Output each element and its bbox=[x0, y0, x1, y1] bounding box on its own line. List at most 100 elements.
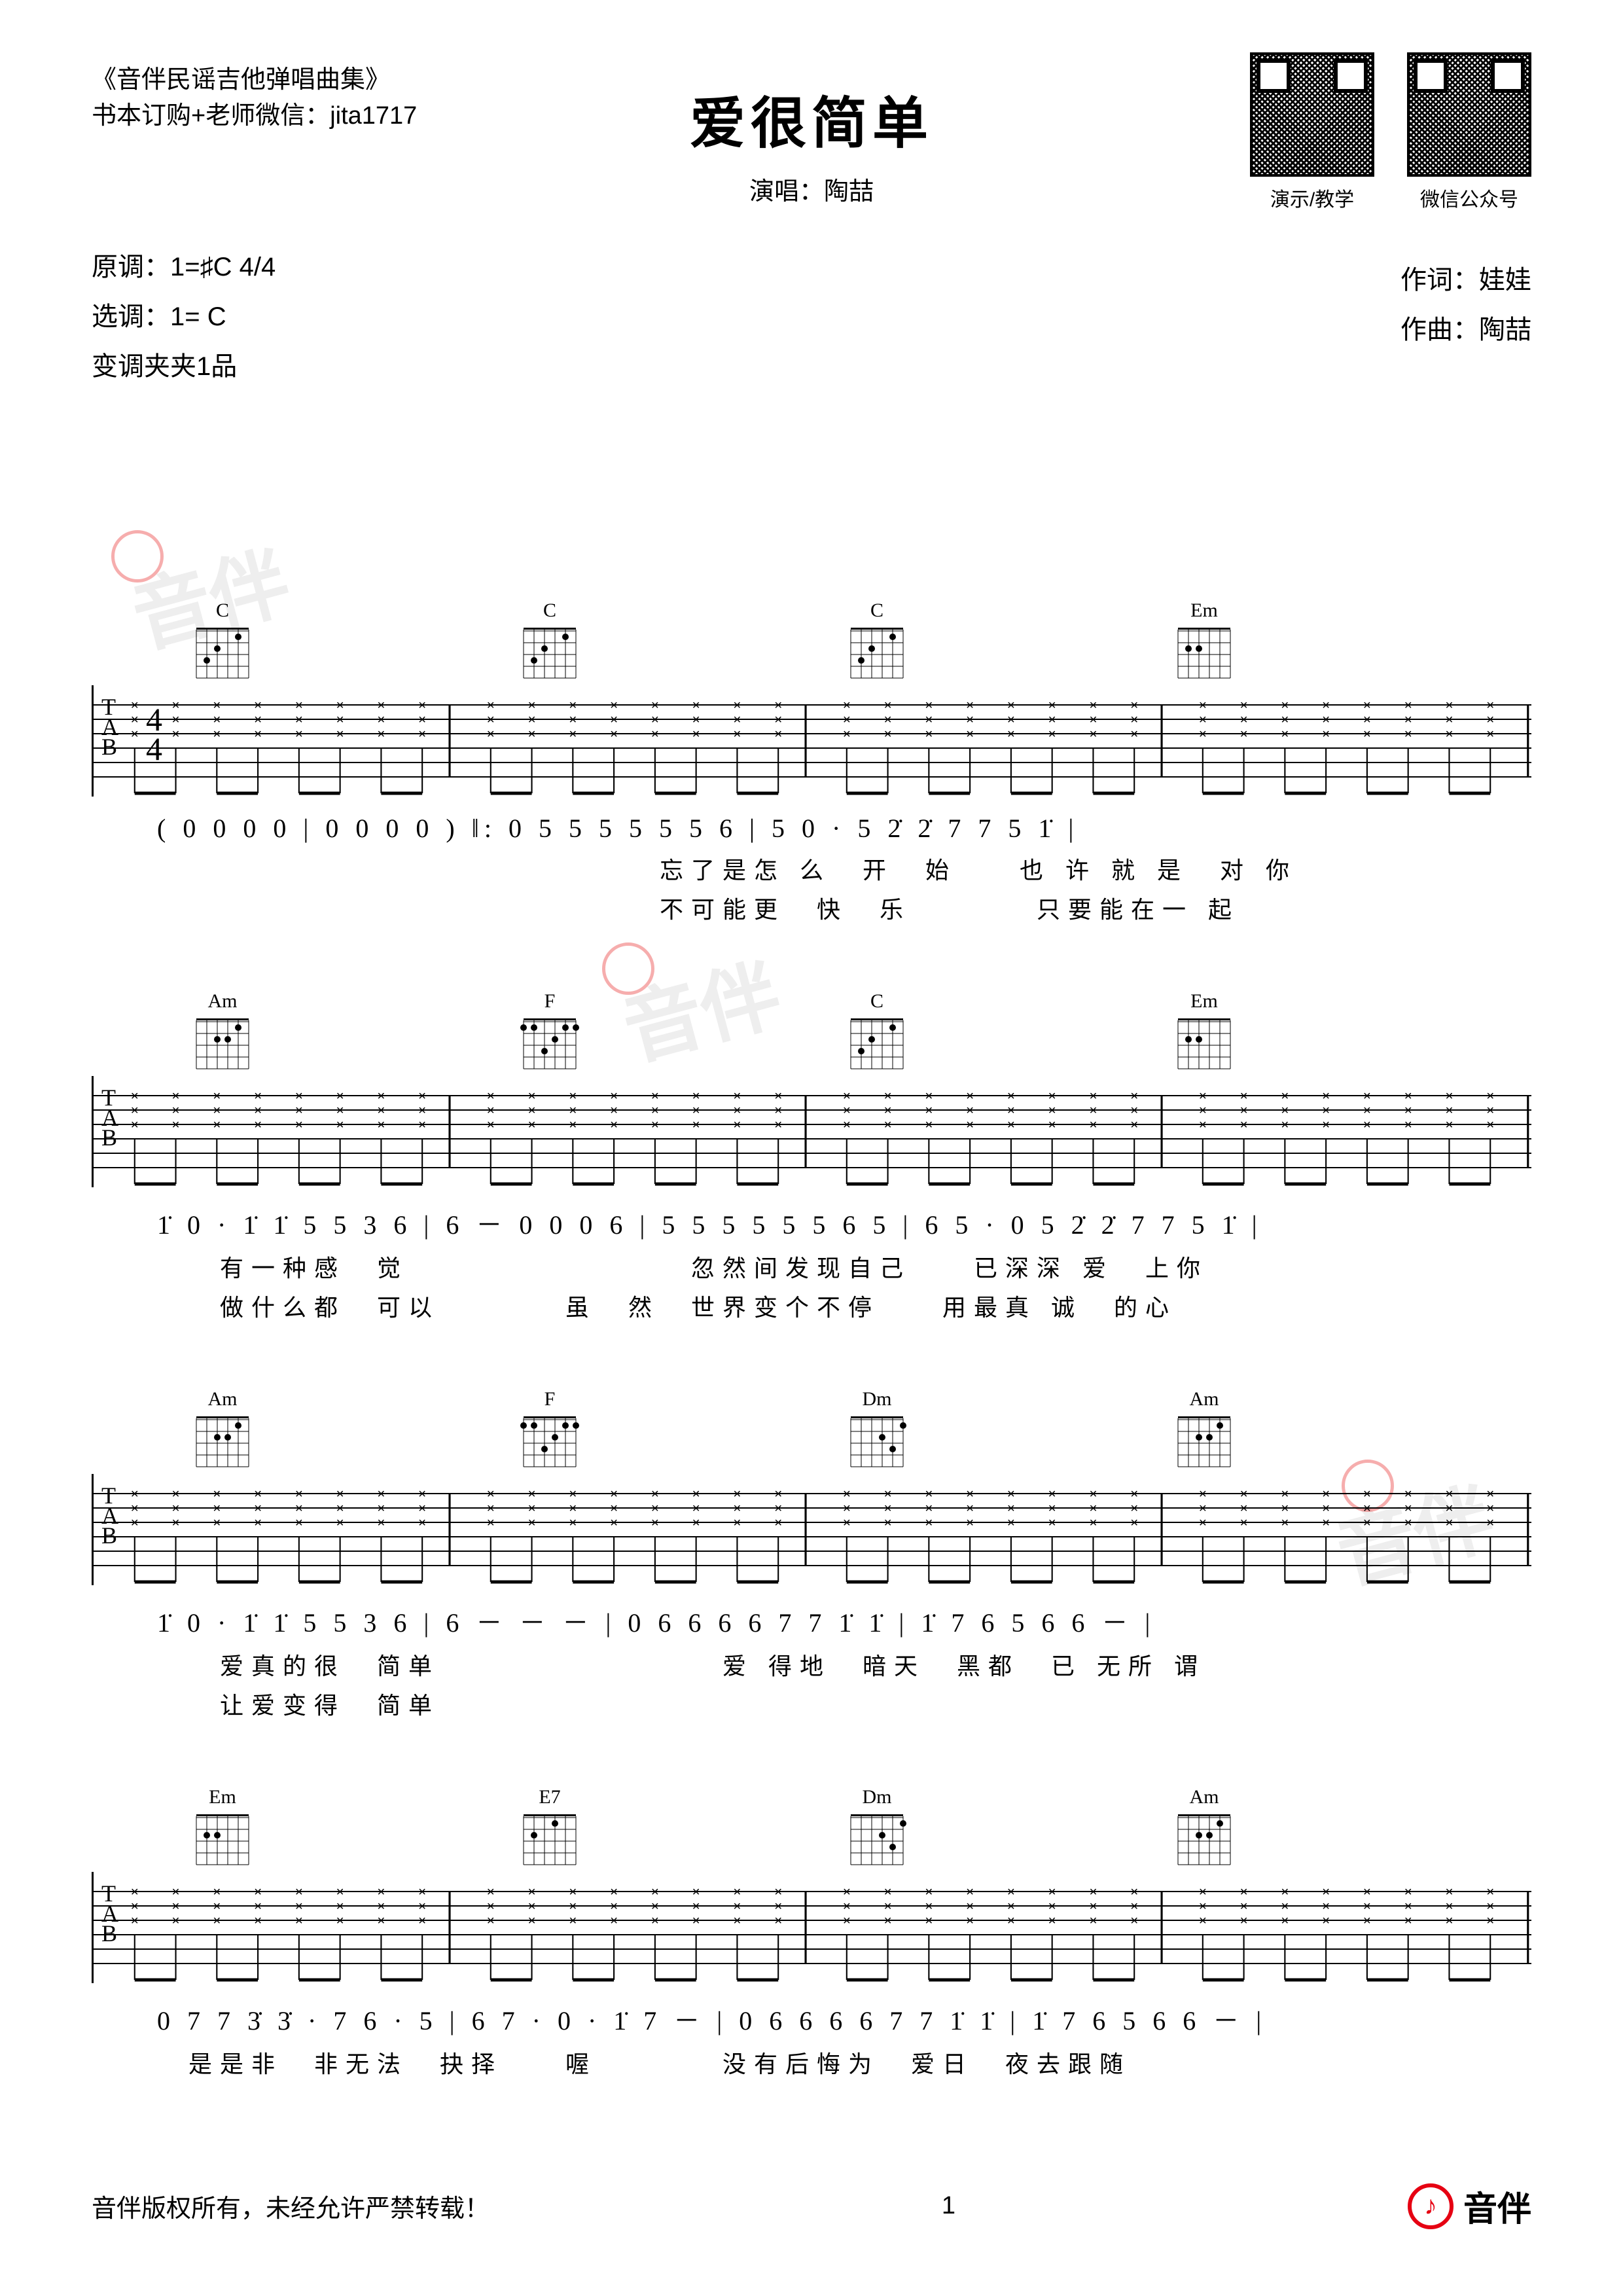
svg-text:×: × bbox=[418, 1515, 426, 1530]
svg-text:×: × bbox=[774, 712, 782, 726]
svg-text:×: × bbox=[1486, 726, 1494, 741]
svg-text:×: × bbox=[213, 1515, 221, 1530]
svg-text:×: × bbox=[527, 712, 535, 726]
svg-text:×: × bbox=[295, 1088, 303, 1103]
svg-text:×: × bbox=[1048, 726, 1056, 741]
svg-text:×: × bbox=[487, 712, 495, 726]
svg-text:×: × bbox=[925, 726, 933, 741]
svg-text:×: × bbox=[131, 726, 139, 741]
qr-wechat bbox=[1407, 52, 1531, 177]
svg-text:×: × bbox=[774, 1884, 782, 1899]
svg-text:×: × bbox=[377, 1486, 385, 1501]
svg-text:×: × bbox=[295, 1501, 303, 1515]
svg-text:×: × bbox=[1445, 1515, 1453, 1530]
svg-text:×: × bbox=[171, 712, 179, 726]
svg-text:×: × bbox=[418, 1899, 426, 1913]
svg-text:×: × bbox=[1199, 698, 1207, 712]
svg-text:×: × bbox=[418, 1486, 426, 1501]
svg-text:×: × bbox=[1199, 726, 1207, 741]
svg-text:×: × bbox=[1048, 698, 1056, 712]
svg-text:×: × bbox=[925, 1501, 933, 1515]
svg-text:×: × bbox=[843, 712, 851, 726]
svg-text:×: × bbox=[1007, 1088, 1015, 1103]
svg-text:×: × bbox=[1089, 1501, 1097, 1515]
svg-text:×: × bbox=[925, 1913, 933, 1928]
svg-text:×: × bbox=[1130, 1884, 1138, 1899]
svg-text:×: × bbox=[295, 712, 303, 726]
chord-diagram: Am bbox=[1165, 1388, 1243, 1469]
page-number: 1 bbox=[942, 2192, 955, 2220]
svg-text:×: × bbox=[171, 1486, 179, 1501]
svg-text:×: × bbox=[925, 1515, 933, 1530]
chord-diagram: Em bbox=[183, 1786, 262, 1867]
svg-text:×: × bbox=[1445, 1884, 1453, 1899]
svg-text:×: × bbox=[966, 1117, 974, 1132]
svg-text:×: × bbox=[1240, 1501, 1247, 1515]
svg-text:×: × bbox=[1089, 1899, 1097, 1913]
svg-text:×: × bbox=[377, 1117, 385, 1132]
svg-text:×: × bbox=[1445, 1913, 1453, 1928]
svg-text:×: × bbox=[1048, 1117, 1056, 1132]
selected-key: 选调：1= C bbox=[92, 292, 276, 342]
svg-text:×: × bbox=[487, 1103, 495, 1117]
svg-text:×: × bbox=[1089, 726, 1097, 741]
svg-text:×: × bbox=[651, 1501, 659, 1515]
svg-text:×: × bbox=[527, 1486, 535, 1501]
svg-text:×: × bbox=[1199, 1103, 1207, 1117]
svg-text:×: × bbox=[1199, 1913, 1207, 1928]
svg-text:×: × bbox=[295, 1884, 303, 1899]
lyrics-line1: 忘了是怎 么 开 始 也 许 就 是 对 你 bbox=[92, 852, 1531, 886]
svg-text:×: × bbox=[883, 1501, 891, 1515]
svg-text:×: × bbox=[966, 726, 974, 741]
tab-staff: ××××××××××××××××××××××××××××××××××××××××… bbox=[92, 685, 1531, 797]
svg-text:×: × bbox=[651, 1088, 659, 1103]
svg-text:×: × bbox=[1089, 1884, 1097, 1899]
svg-text:×: × bbox=[1363, 1884, 1371, 1899]
jianpu: 1̇ 0 · 1̇ 1̇ 5 5 3 6 | 6 － 0 0 0 6 | 5 5… bbox=[92, 1204, 1531, 1242]
svg-text:×: × bbox=[733, 1103, 741, 1117]
svg-text:×: × bbox=[692, 1103, 700, 1117]
svg-text:×: × bbox=[418, 1103, 426, 1117]
svg-text:×: × bbox=[527, 1913, 535, 1928]
svg-text:×: × bbox=[377, 1088, 385, 1103]
svg-text:×: × bbox=[1048, 1884, 1056, 1899]
svg-text:×: × bbox=[1445, 726, 1453, 741]
svg-text:×: × bbox=[418, 1884, 426, 1899]
svg-text:×: × bbox=[733, 1913, 741, 1928]
svg-text:×: × bbox=[377, 1913, 385, 1928]
svg-text:×: × bbox=[692, 1117, 700, 1132]
svg-text:×: × bbox=[1486, 1088, 1494, 1103]
svg-text:×: × bbox=[1130, 1501, 1138, 1515]
svg-text:×: × bbox=[733, 1501, 741, 1515]
jianpu: 0 7 7 3̇ 3̇ · 7 6 · 5 | 6 7 · 0 · 1̇ 7 －… bbox=[92, 2000, 1531, 2037]
svg-text:×: × bbox=[336, 1884, 344, 1899]
svg-text:×: × bbox=[377, 712, 385, 726]
svg-text:×: × bbox=[843, 1486, 851, 1501]
svg-text:×: × bbox=[610, 1884, 618, 1899]
svg-text:×: × bbox=[487, 1515, 495, 1530]
svg-text:×: × bbox=[1007, 1486, 1015, 1501]
svg-text:×: × bbox=[843, 1899, 851, 1913]
chord-name: Am bbox=[183, 990, 262, 1013]
svg-text:×: × bbox=[569, 1515, 577, 1530]
tab-clef: TAB bbox=[101, 1884, 118, 1944]
svg-text:×: × bbox=[1486, 1899, 1494, 1913]
svg-text:×: × bbox=[1363, 726, 1371, 741]
svg-text:×: × bbox=[1048, 1899, 1056, 1913]
svg-text:×: × bbox=[1007, 1103, 1015, 1117]
svg-text:×: × bbox=[254, 1884, 262, 1899]
svg-text:×: × bbox=[213, 1088, 221, 1103]
svg-text:×: × bbox=[1486, 1884, 1494, 1899]
svg-text:×: × bbox=[883, 1884, 891, 1899]
svg-text:×: × bbox=[487, 1486, 495, 1501]
svg-text:×: × bbox=[171, 1884, 179, 1899]
lyrics-line2: 让爱变得 简单 bbox=[92, 1687, 1531, 1721]
svg-text:×: × bbox=[213, 1899, 221, 1913]
svg-text:×: × bbox=[1199, 1501, 1207, 1515]
svg-text:×: × bbox=[527, 1103, 535, 1117]
system: Am F C Em ××××××××××××××××××××××××××××××… bbox=[92, 990, 1531, 1323]
system: Em E7 Dm Am ××××××××××××××××××××××××××××… bbox=[92, 1786, 1531, 2079]
svg-text:×: × bbox=[1281, 1515, 1289, 1530]
svg-text:×: × bbox=[213, 1117, 221, 1132]
svg-text:×: × bbox=[131, 1515, 139, 1530]
